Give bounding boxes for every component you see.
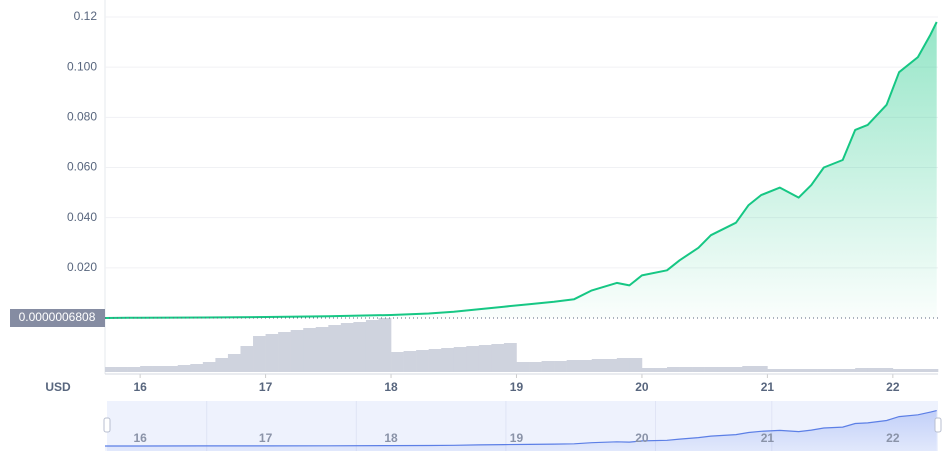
volume-bar xyxy=(328,325,342,372)
volume-bar xyxy=(641,368,655,372)
volume-bar xyxy=(767,369,781,372)
x-tick-label: 21 xyxy=(761,380,775,394)
volume-bar xyxy=(140,366,153,372)
y-tick-label: 0.020 xyxy=(67,260,97,274)
volume-bar xyxy=(353,322,367,372)
volume-bar xyxy=(742,366,756,372)
volume-bar xyxy=(340,323,354,372)
volume-bar xyxy=(629,358,643,372)
volume-bar xyxy=(165,366,179,372)
volume-bar xyxy=(616,358,630,372)
volume-bar xyxy=(152,366,166,372)
volume-bar xyxy=(177,365,191,372)
volume-bar xyxy=(478,345,492,372)
navigator-handle[interactable] xyxy=(934,417,942,433)
x-tick-label: 17 xyxy=(259,380,273,394)
volume-bar xyxy=(303,328,317,372)
volume-bar xyxy=(892,369,906,372)
volume-bar xyxy=(105,367,116,372)
volume-bar xyxy=(466,346,480,372)
volume-bar xyxy=(754,366,768,372)
volume-bar xyxy=(779,369,793,372)
y-tick-label: 0.080 xyxy=(67,110,97,124)
volume-bar xyxy=(378,318,392,372)
volume-bar xyxy=(365,320,379,372)
volume-bar xyxy=(905,369,919,372)
volume-bar xyxy=(604,359,618,372)
y-tick-label: 0.100 xyxy=(67,59,97,73)
volume-bar xyxy=(792,369,806,372)
navigator-tick-label: 22 xyxy=(886,431,900,445)
x-tick-label: 19 xyxy=(510,380,524,394)
volume-bar xyxy=(253,336,266,372)
volume-bar xyxy=(579,360,593,372)
volume-bar xyxy=(491,344,505,372)
volume-bar xyxy=(516,362,530,372)
volume-bar xyxy=(453,347,467,372)
volume-bar xyxy=(315,327,329,372)
volume-bar xyxy=(416,350,429,372)
x-tick-label: 18 xyxy=(384,380,398,394)
volume-bar xyxy=(805,369,818,372)
navigator-tick-label: 20 xyxy=(635,431,649,445)
unit-label: USD xyxy=(45,380,71,394)
volume-bar xyxy=(717,367,731,372)
volume-bar xyxy=(817,369,831,372)
x-tick-label: 22 xyxy=(886,380,900,394)
y-tick-label: 0.060 xyxy=(67,160,97,174)
volume-bar xyxy=(729,367,743,372)
volume-bar xyxy=(667,367,680,372)
volume-bar xyxy=(391,352,404,372)
volume-bar xyxy=(190,364,204,372)
volume-bar xyxy=(917,369,931,372)
volume-bar xyxy=(503,343,517,372)
volume-bar xyxy=(566,360,580,372)
volume-bar xyxy=(679,367,693,372)
price-marker-box xyxy=(10,308,105,327)
volume-bar xyxy=(290,330,304,372)
volume-bar xyxy=(227,354,241,372)
volume-bar xyxy=(428,349,442,372)
volume-bar xyxy=(403,351,417,372)
navigator-tick-label: 19 xyxy=(510,431,524,445)
volume-bar xyxy=(867,368,881,372)
volume-bar xyxy=(842,369,856,372)
volume-bar xyxy=(554,361,567,372)
volume-bar xyxy=(880,368,894,372)
x-tick-label: 20 xyxy=(635,380,649,394)
y-tick-label: 0.040 xyxy=(67,210,97,224)
volume-bar xyxy=(529,362,542,372)
navigator-line xyxy=(105,410,937,447)
volume-bar xyxy=(704,367,718,372)
navigator-tick-label: 21 xyxy=(761,431,775,445)
volume-bar xyxy=(240,346,254,372)
volume-bar xyxy=(265,334,279,372)
volume-bar xyxy=(692,367,705,372)
navigator-handle[interactable] xyxy=(103,417,111,433)
volume-bar xyxy=(541,361,555,372)
volume-bar xyxy=(441,348,455,372)
x-tick-label: 16 xyxy=(133,380,147,394)
volume-bar xyxy=(115,367,128,372)
volume-bar xyxy=(202,362,216,372)
volume-bar xyxy=(215,358,229,372)
volume-bar xyxy=(855,368,869,372)
navigator-tick-label: 18 xyxy=(384,431,398,445)
volume-bar xyxy=(278,332,291,372)
price-marker-label: 0.0000006808 xyxy=(19,310,96,324)
navigator-tick-label: 17 xyxy=(259,431,273,445)
volume-bar xyxy=(830,369,843,372)
y-tick-label: 0.12 xyxy=(74,9,98,23)
price-area xyxy=(105,22,937,318)
volume-bar xyxy=(654,368,668,372)
navigator-tick-label: 16 xyxy=(133,431,147,445)
volume-bar xyxy=(591,359,605,372)
price-line xyxy=(104,21,938,319)
volume-bar xyxy=(930,369,939,372)
volume-bar xyxy=(127,367,141,372)
navigator-area xyxy=(105,410,937,451)
